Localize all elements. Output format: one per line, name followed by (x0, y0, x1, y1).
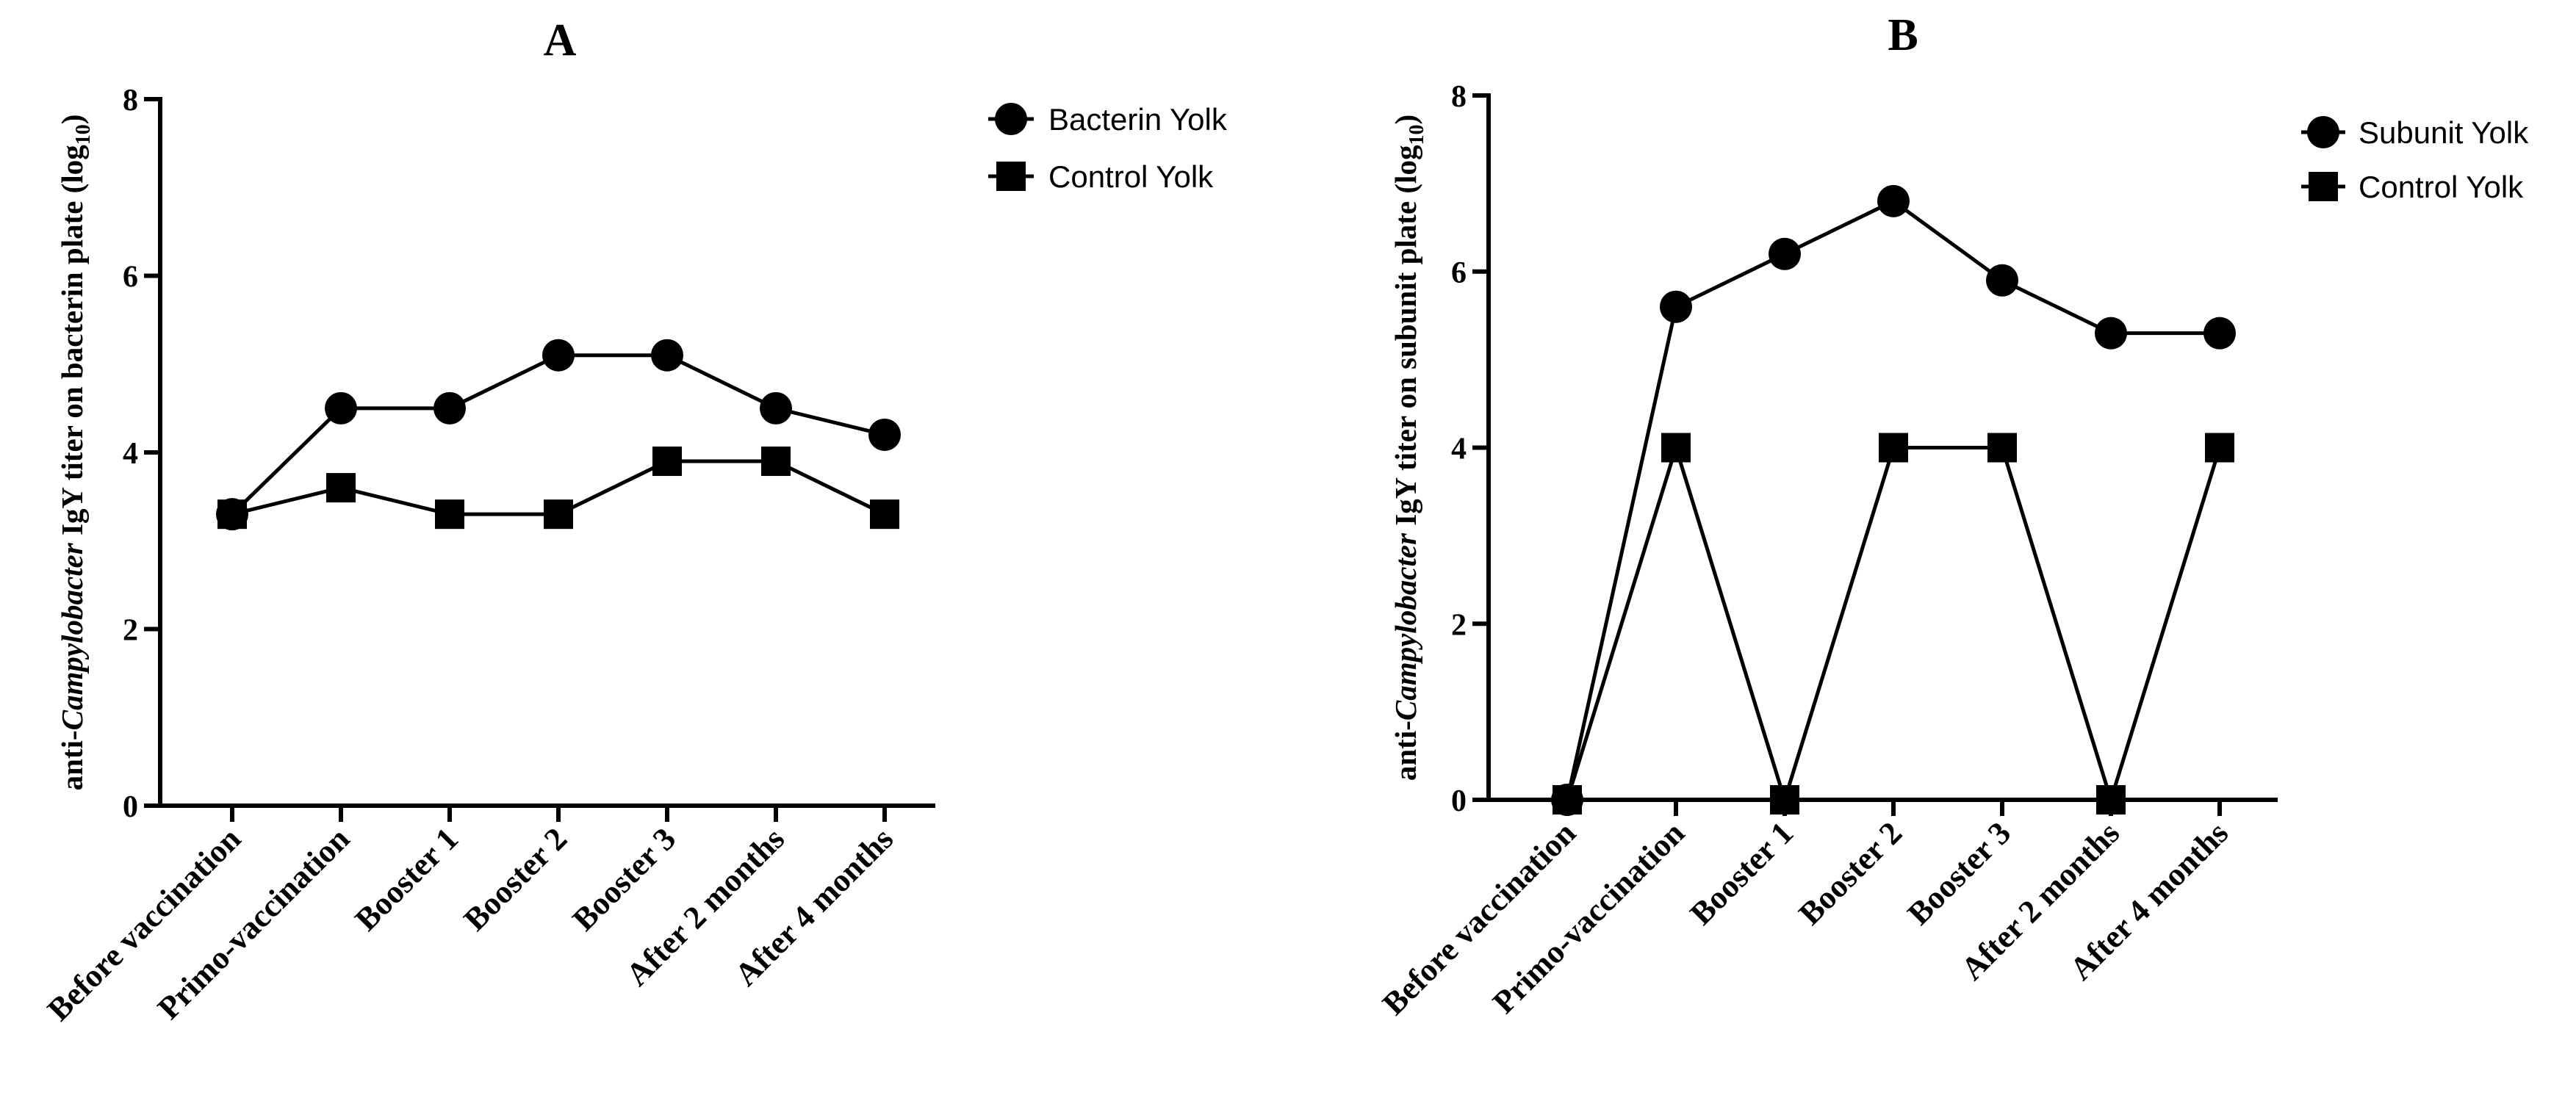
y-tick-label: 2 (123, 614, 138, 648)
chart-b: B 0 2 4 6 8 Before vaccinationPrimo-vaccinatio… (1375, 10, 2529, 1022)
data-point-square (1879, 433, 1908, 463)
y-axis-label-suffix: ) (55, 115, 89, 125)
x-tick-label: Booster 2 (1792, 815, 1909, 931)
x-tick-label: Booster 3 (1901, 815, 2018, 931)
chart-title: B (1888, 10, 1918, 60)
x-tick-label: Before vaccination (1375, 815, 1583, 1022)
chart-title: A (544, 15, 577, 65)
legend-label: Subunit Yolk (2359, 115, 2529, 150)
y-tick-label: 4 (123, 437, 138, 471)
x-tick-label: Primo-vaccination (1486, 815, 1691, 1020)
y-axis-label-prefix: anti- (55, 730, 89, 790)
data-point-circle (1986, 264, 2018, 297)
data-point-square (326, 473, 356, 503)
chart-a: A 0 2 4 6 8 Before vaccinationPrimo-vaccinatio… (40, 15, 1228, 1027)
y-axis-label: anti-Campylobacter IgY titer on bacterin… (55, 115, 95, 791)
series-line-square (1565, 441, 2222, 806)
y-tick-label: 6 (1451, 256, 1467, 290)
x-tick-label: Booster 1 (348, 820, 465, 937)
data-point-circle (216, 498, 248, 531)
y-axis-label-middle: IgY titer on bacterin plate (log (55, 145, 89, 543)
x-tick-label: Primo-vaccination (151, 820, 356, 1026)
legend-marker-square (996, 162, 1026, 191)
y-axis-label-italic: Campylobacter (1389, 532, 1422, 720)
legend-marker-circle (995, 103, 1027, 135)
data-point-circle (1877, 184, 1910, 217)
y-tick-label: 8 (123, 84, 138, 118)
data-point-circle (325, 391, 357, 425)
legend-label: Control Yolk (1048, 159, 1214, 194)
y-axis-label-prefix: anti- (1389, 720, 1422, 781)
y-tick-label: 6 (123, 261, 138, 295)
data-point-square (1770, 785, 1799, 815)
x-tick-label: Booster 1 (1683, 815, 1800, 931)
y-axis-label-suffix: ) (1389, 115, 1422, 125)
x-tick-label: Booster 3 (566, 820, 683, 937)
data-point-circle (1551, 784, 1583, 816)
data-point-circle (2095, 317, 2127, 350)
data-point-square (652, 447, 682, 477)
y-axis-label-subscript: 10 (1406, 125, 1428, 145)
data-point-square (2096, 785, 2126, 815)
data-point-circle (760, 391, 792, 425)
y-axis-label-middle: IgY titer on subunit plate (log (1389, 145, 1422, 533)
data-point-square (435, 499, 464, 530)
data-point-square (870, 499, 899, 530)
data-point-square (544, 499, 573, 530)
y-axis-label-subscript: 10 (72, 124, 95, 145)
data-point-square (1661, 433, 1691, 463)
data-point-circle (868, 418, 901, 451)
data-point-circle (1769, 237, 1801, 270)
y-axis-label: anti-Campylobacter IgY titer on subunit … (1389, 115, 1428, 781)
y-axis-label-italic: Campylobacter (55, 542, 89, 730)
y-tick-label: 4 (1451, 433, 1467, 466)
legend-label: Control Yolk (2359, 170, 2524, 204)
data-point-square (1987, 433, 2017, 463)
series-line-circle (1565, 198, 2220, 801)
legend-label: Bacterin Yolk (1048, 102, 1228, 137)
y-tick-label: 8 (1451, 80, 1467, 114)
legend-marker-circle (2307, 116, 2339, 148)
legend-marker-square (2309, 172, 2338, 201)
data-point-circle (433, 391, 466, 425)
data-point-square (2205, 433, 2234, 463)
y-tick-label: 2 (1451, 608, 1467, 642)
x-tick-label: Booster 2 (457, 820, 574, 937)
data-point-circle (542, 339, 575, 372)
data-point-square (761, 447, 791, 477)
y-tick-label: 0 (123, 790, 138, 824)
y-tick-label: 0 (1451, 784, 1467, 818)
data-point-circle (1660, 290, 1692, 323)
x-tick-label: Before vaccination (40, 820, 248, 1027)
data-point-circle (651, 339, 683, 372)
data-point-circle (2203, 317, 2236, 350)
